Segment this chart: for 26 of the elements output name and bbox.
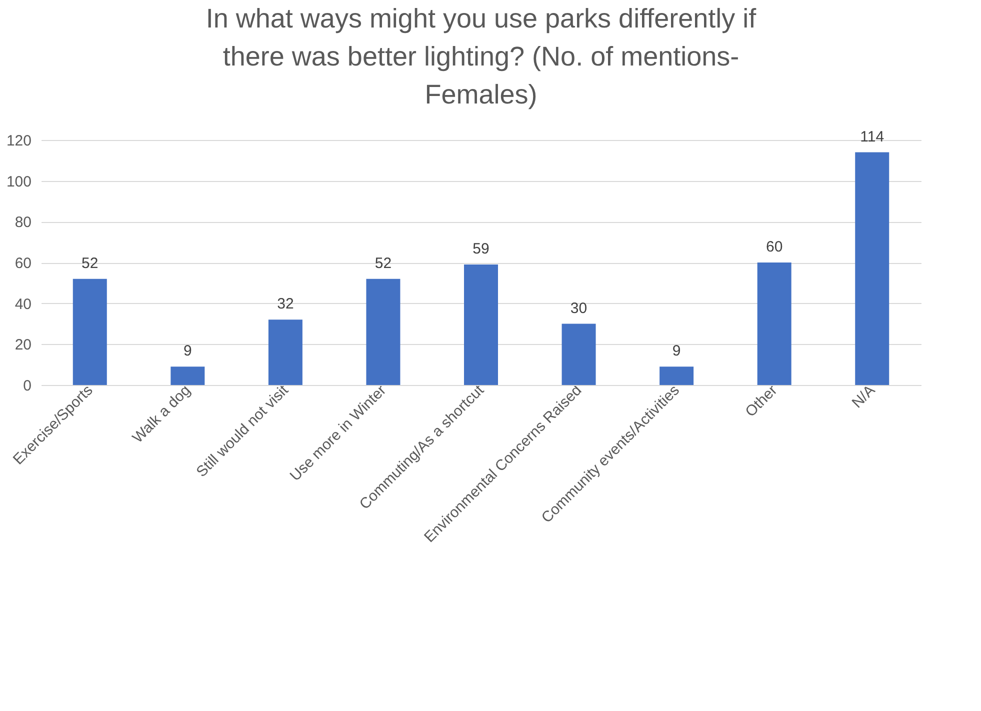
y-tick-label: 100 bbox=[6, 173, 32, 190]
data-label: 52 bbox=[82, 254, 98, 272]
data-label: 114 bbox=[860, 128, 884, 146]
bar bbox=[72, 278, 107, 385]
bar bbox=[660, 366, 694, 385]
bar bbox=[562, 324, 596, 385]
y-tick-label: 120 bbox=[6, 132, 32, 150]
y-tick-label: 40 bbox=[14, 296, 32, 313]
data-label: 32 bbox=[277, 296, 294, 313]
y-tick-label: 20 bbox=[14, 336, 32, 354]
y-tick-label: 60 bbox=[14, 255, 32, 272]
y-tick-label: 80 bbox=[14, 214, 32, 232]
bar bbox=[464, 264, 498, 385]
bar bbox=[268, 320, 302, 385]
bar bbox=[757, 262, 792, 385]
data-label: 30 bbox=[570, 300, 588, 317]
bar bbox=[855, 152, 890, 385]
bar bbox=[170, 366, 205, 385]
data-label: 9 bbox=[672, 342, 681, 360]
data-label: 59 bbox=[472, 240, 490, 258]
data-label: 52 bbox=[374, 254, 392, 272]
x-tick-label: N/A bbox=[848, 382, 878, 412]
data-label: 9 bbox=[183, 342, 192, 360]
chart-title: In what ways might you use parks differently if there was better lighting? (No. of mentions-Females) bbox=[206, 3, 757, 110]
data-label: 60 bbox=[766, 238, 783, 256]
bar bbox=[366, 278, 400, 385]
